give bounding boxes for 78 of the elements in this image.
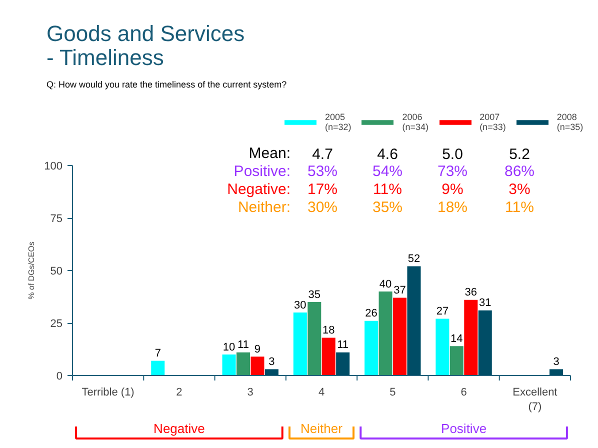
y-tick-label: 100 — [44, 160, 63, 172]
bar — [364, 320, 378, 376]
bar — [308, 302, 322, 376]
legend-label: 2006 (n=34) — [402, 112, 429, 132]
bar — [378, 292, 392, 376]
bar — [478, 310, 492, 376]
annotation: Positive: — [234, 163, 291, 180]
data-label: 36 — [464, 286, 478, 299]
annotation: 11% — [373, 181, 402, 198]
bar — [293, 312, 307, 376]
y-tick-label: 0 — [56, 370, 63, 382]
x-tick-label: 6 — [460, 386, 467, 398]
data-label: 30 — [294, 299, 306, 312]
annotation: 18% — [437, 199, 468, 216]
data-label: 14 — [450, 332, 463, 345]
bar — [407, 266, 421, 376]
annotation: 35% — [372, 199, 403, 216]
data-label: 31 — [479, 297, 492, 310]
annotation: 54% — [372, 163, 403, 180]
bar — [450, 346, 464, 376]
bar — [222, 354, 236, 376]
x-tick-label: Excellent (7) — [512, 386, 558, 413]
annotation: Neither: — [238, 199, 291, 216]
text: Neither — [300, 421, 344, 436]
chart-title: Goods and Services - Timeliness — [46, 21, 245, 70]
text: 5.2 — [509, 146, 530, 163]
bar — [322, 338, 336, 376]
data-label: 3 — [553, 356, 560, 368]
data-label: 35 — [308, 288, 321, 301]
bar — [550, 369, 564, 376]
data-label: 52 — [408, 253, 420, 266]
data-label: 26 — [365, 308, 378, 320]
annotation: 73% — [437, 163, 468, 180]
annotation: 9% — [442, 181, 464, 198]
data-label: 11 — [238, 339, 249, 352]
data-label: 40 — [379, 278, 392, 290]
bar — [236, 352, 250, 376]
y-tick-label: 75 — [50, 213, 63, 225]
bar — [393, 298, 407, 376]
annotation: 53% — [307, 163, 338, 180]
text: 4.7 — [312, 146, 333, 163]
x-tick-label: 2 — [176, 386, 182, 398]
x-tick-label: 4 — [318, 386, 325, 398]
y-tick-label: 50 — [50, 266, 63, 278]
data-label: 10 — [222, 341, 236, 354]
data-label: 18 — [322, 324, 335, 336]
text: Mean: — [248, 145, 291, 162]
y-axis-title: % of DGs/CEOs — [27, 242, 36, 300]
data-label: 3 — [268, 356, 275, 368]
text: 5.0 — [442, 146, 463, 163]
data-label: 7 — [154, 348, 161, 360]
data-label: 11 — [337, 339, 349, 352]
x-tick-label: 5 — [390, 386, 396, 398]
bar — [250, 356, 264, 376]
data-label: 27 — [436, 306, 449, 318]
data-label: 37 — [394, 284, 406, 297]
bar — [464, 300, 478, 376]
bar — [264, 369, 278, 376]
bar — [151, 360, 165, 376]
y-tick-label: 25 — [50, 318, 63, 330]
x-tick-label: 3 — [247, 386, 254, 398]
annotation: 86% — [504, 163, 535, 180]
text: Positive — [441, 421, 487, 436]
chart-subtitle: Q: How would you rate the timeliness of the current system? — [46, 80, 287, 90]
annotation: 3% — [508, 181, 530, 198]
annotation: 30% — [307, 199, 338, 216]
legend-label: 2005 (n=32) — [325, 112, 352, 132]
text: Negative — [154, 421, 205, 436]
annotation: Negative: — [227, 181, 291, 198]
text: 4.6 — [377, 146, 398, 163]
x-tick-label: Terrible (1) — [82, 386, 134, 398]
legend-label: 2007 (n=33) — [480, 112, 506, 132]
annotation: 11% — [505, 199, 534, 216]
bar — [336, 352, 350, 376]
data-label: 9 — [254, 343, 261, 356]
legend-label: 2008 (n=35) — [556, 112, 584, 132]
bar — [436, 318, 450, 376]
annotation: 17% — [307, 181, 338, 198]
